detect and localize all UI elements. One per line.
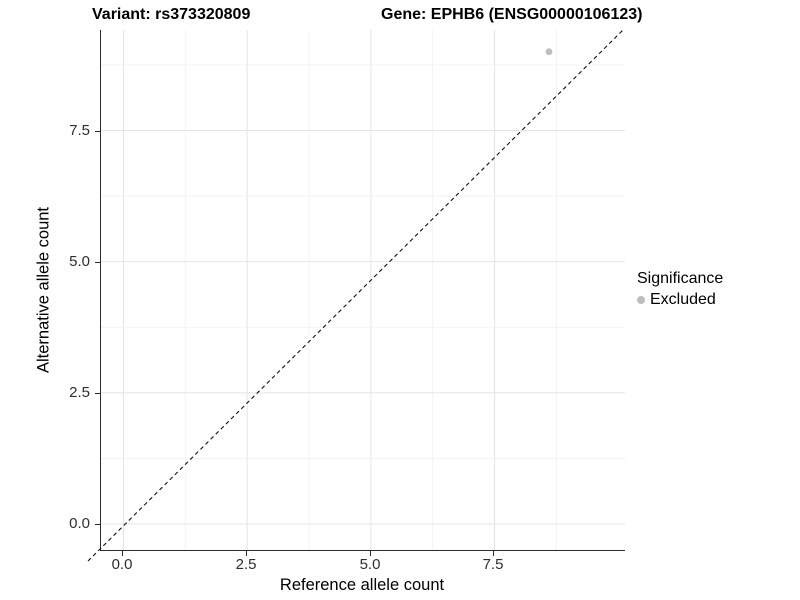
y-tick-mark: [95, 131, 100, 132]
y-tick-label: 0.0: [69, 515, 90, 532]
legend-title: Significance: [637, 270, 724, 287]
x-tick-mark: [246, 551, 247, 556]
x-tick-mark: [493, 551, 494, 556]
y-tick-mark: [95, 524, 100, 525]
y-tick-mark: [95, 262, 100, 263]
x-tick-label: 5.0: [359, 556, 381, 573]
y-axis-title: Alternative allele count: [34, 206, 53, 374]
data-point: [545, 48, 553, 56]
grid-layer: [101, 30, 625, 550]
plot-panel: [87, 28, 625, 562]
legend-item-label: Excluded: [650, 291, 716, 308]
y-tick-label: 2.5: [69, 384, 90, 401]
x-tick-mark: [122, 551, 123, 556]
y-tick-label: 7.5: [69, 122, 90, 139]
x-tick-mark: [370, 551, 371, 556]
legend: Significance Excluded: [637, 270, 723, 309]
x-tick-label: 7.5: [482, 556, 504, 573]
x-tick-label: 2.5: [235, 556, 257, 573]
identity-dashed-line: [87, 28, 625, 562]
variant-title: Variant: rs373320809: [92, 6, 251, 23]
legend-item-excluded: Excluded: [637, 291, 723, 309]
gene-title: Gene: EPHB6 (ENSG00000106123): [381, 6, 643, 23]
y-tick-label: 5.0: [69, 253, 90, 270]
plot-layer: [87, 28, 625, 562]
x-axis-title: Reference allele count: [279, 576, 445, 594]
x-tick-label: 0.0: [111, 556, 133, 573]
y-tick-mark: [95, 393, 100, 394]
legend-point-icon: [637, 296, 645, 304]
